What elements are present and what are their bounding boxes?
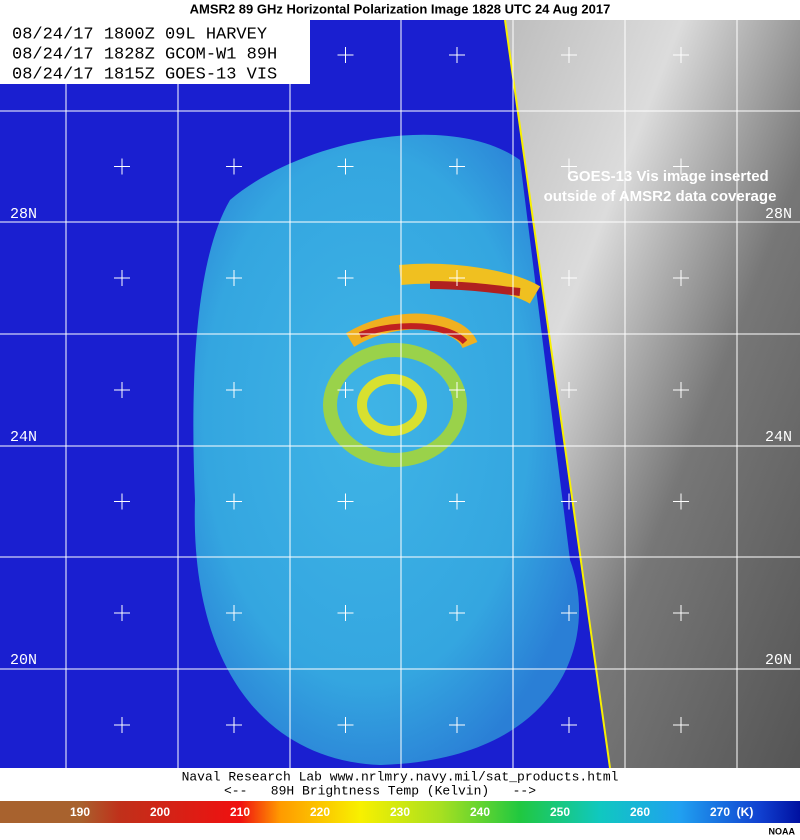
scale-label: 260 — [630, 805, 650, 819]
lat-label: 24N — [765, 429, 792, 446]
scale-label: 190 — [70, 805, 90, 819]
scale-unit: (K) — [737, 805, 754, 819]
image-area: 08/24/17 1800Z 09L HARVEY 08/24/17 1828Z… — [0, 19, 800, 769]
lat-lon-grid — [0, 20, 800, 768]
visible-image — [505, 20, 800, 768]
scale-label: 270 — [710, 805, 730, 819]
scale-label: 210 — [230, 805, 250, 819]
info-line: 08/24/17 1800Z 09L HARVEY — [12, 25, 267, 44]
source: NOAA — [769, 826, 796, 836]
lat-label: 28N — [10, 206, 37, 223]
annotation-line: GOES-13 Vis image inserted — [567, 168, 768, 185]
scale-label: 250 — [550, 805, 570, 819]
info-line: 08/24/17 1828Z GCOM-W1 89H — [12, 45, 277, 64]
scale-label: 220 — [310, 805, 330, 819]
gulf-region — [193, 134, 580, 765]
color-bar — [0, 801, 800, 823]
credit: Naval Research Lab www.nrlmry.navy.mil/s… — [182, 769, 619, 784]
annotation-line: outside of AMSR2 data coverage — [544, 188, 777, 205]
scale-label: 240 — [470, 805, 490, 819]
info-line: 08/24/17 1815Z GOES-13 VIS — [12, 65, 277, 84]
hurricane — [323, 263, 541, 467]
lat-label: 24N — [10, 429, 37, 446]
lat-label: 28N — [765, 206, 792, 223]
lat-label: 20N — [765, 652, 792, 669]
scale-caption: <-- 89H Brightness Temp (Kelvin) --> — [224, 783, 536, 798]
title: AMSR2 89 GHz Horizontal Polarization Ima… — [190, 1, 611, 16]
scale-label: 200 — [150, 805, 170, 819]
lat-label: 20N — [10, 652, 37, 669]
swath-edge — [504, 19, 611, 769]
scale-label: 230 — [390, 805, 410, 819]
info-box — [0, 20, 310, 84]
